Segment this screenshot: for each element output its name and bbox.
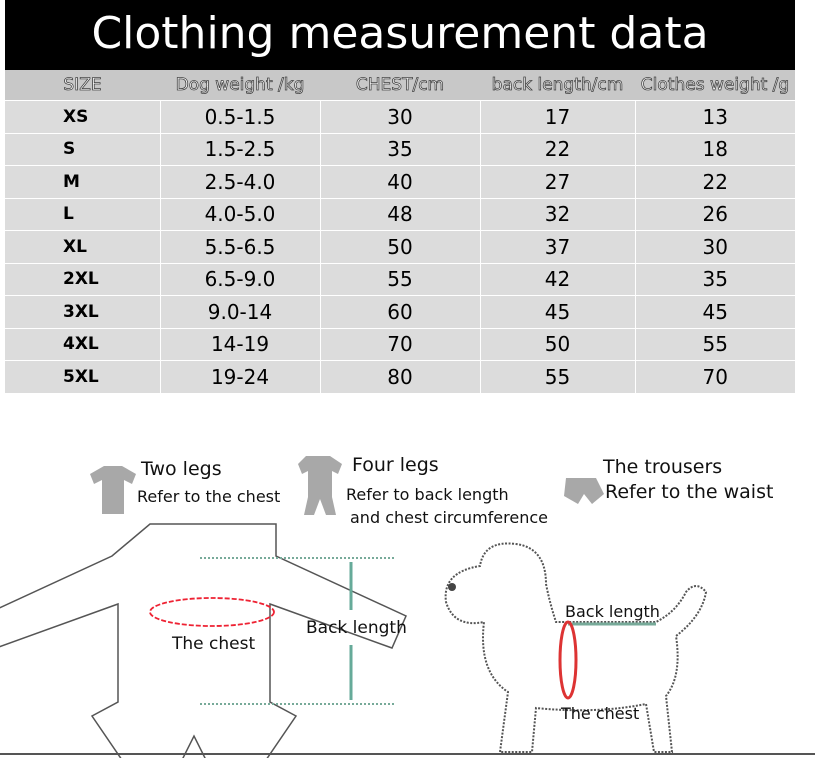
table-row: S 1.5-2.5 35 22 18 [5, 132, 795, 166]
table-cell: 4XL [5, 327, 160, 361]
table-cell: L [5, 197, 160, 231]
table-cell: XS [5, 100, 160, 133]
table-cell: 19-24 [159, 360, 320, 393]
table-cell: M [5, 165, 160, 198]
table-body: XS 0.5-1.5 30 17 13 S 1.5-2.5 35 22 18 M 2.5-4.0 40 2… [5, 100, 795, 393]
table-cell: 35 [319, 132, 480, 166]
header-row: SIZE Dog weight /kg CHEST/cm back length/cm… [5, 70, 795, 101]
table-cell: 6.5-9.0 [159, 262, 320, 296]
size-table: SIZE Dog weight /kg CHEST/cm back length/cm… [5, 70, 795, 393]
four-legs-note: and chest circumference [350, 508, 548, 527]
table-cell: 55 [479, 360, 635, 393]
table-cell: 5.5-6.5 [159, 230, 320, 263]
table-cell: 22 [479, 132, 635, 166]
table-cell: 45 [479, 295, 635, 328]
table-cell: 3XL [5, 295, 160, 328]
garment-outline [0, 523, 407, 758]
table-cell: 0.5-1.5 [159, 100, 320, 133]
table-row: 2XL 6.5-9.0 55 42 35 [5, 262, 795, 296]
table-row: L 4.0-5.0 48 32 26 [5, 197, 795, 231]
table-cell: 50 [319, 230, 480, 263]
table-cell: 55 [319, 262, 480, 296]
trousers-icon [564, 478, 604, 504]
table-cell: 9.0-14 [159, 295, 320, 328]
table-cell: 70 [319, 327, 480, 361]
four-legs-title: Four legs [352, 454, 439, 476]
column-header: CHEST/cm [320, 70, 480, 101]
table-row: 4XL 14-19 70 50 55 [5, 327, 795, 361]
dog-chest-ring [558, 620, 578, 700]
table-row: 5XL 19-24 80 55 70 [5, 360, 795, 393]
table-cell: 4.0-5.0 [159, 197, 320, 231]
table-cell: 14-19 [159, 327, 320, 361]
dog-nose [448, 583, 456, 591]
table-cell: 37 [479, 230, 635, 263]
dog-outline [444, 542, 708, 753]
table-cell: 32 [479, 197, 635, 231]
table-cell: 30 [634, 230, 795, 263]
two-legs-note: Refer to the chest [137, 487, 280, 506]
table-cell: 30 [319, 100, 480, 133]
trousers-title: The trousers [602, 456, 722, 478]
table-cell: 13 [634, 100, 795, 133]
table-cell: 5XL [5, 360, 160, 393]
table-cell: 80 [319, 360, 480, 393]
table-cell: 2.5-4.0 [159, 165, 320, 198]
table-cell: XL [5, 230, 160, 263]
table-row: M 2.5-4.0 40 27 22 [5, 165, 795, 198]
table-cell: 26 [634, 197, 795, 231]
trousers-note: Refer to the waist [605, 481, 773, 503]
table-cell: 17 [479, 100, 635, 133]
column-header: back length/cm [480, 70, 635, 101]
dog-back-label: Back length [565, 602, 660, 621]
table-cell: 1.5-2.5 [159, 132, 320, 166]
column-header: SIZE [5, 70, 160, 101]
four-legs-note: Refer to back length [346, 485, 509, 504]
dog-chest-label: The chest [560, 704, 639, 723]
column-header: Clothes weight /g [635, 70, 795, 101]
table-cell: 45 [634, 295, 795, 328]
table-cell: 42 [479, 262, 635, 296]
table-cell: 55 [634, 327, 795, 361]
table-cell: 48 [319, 197, 480, 231]
two-legs-title: Two legs [140, 458, 222, 480]
table-cell: 70 [634, 360, 795, 393]
table-cell: S [5, 132, 160, 166]
two-legs-icon [90, 466, 136, 514]
table-cell: 27 [479, 165, 635, 198]
table-cell: 18 [634, 132, 795, 166]
garment-back-label: Back length [306, 618, 407, 638]
title-bar: Clothing measurement data [5, 0, 795, 70]
table-cell: 35 [634, 262, 795, 296]
table-row: XL 5.5-6.5 50 37 30 [5, 230, 795, 263]
four-legs-icon [298, 456, 342, 515]
table-row: 3XL 9.0-14 60 45 45 [5, 295, 795, 328]
table-cell: 60 [319, 295, 480, 328]
column-header: Dog weight /kg [160, 70, 320, 101]
garment-chest-label: The chest [171, 634, 255, 654]
table-cell: 22 [634, 165, 795, 198]
table-row: XS 0.5-1.5 30 17 13 [5, 100, 795, 133]
chest-ellipse [149, 597, 275, 627]
table-cell: 2XL [5, 262, 160, 296]
table-cell: 40 [319, 165, 480, 198]
table-cell: 50 [479, 327, 635, 361]
